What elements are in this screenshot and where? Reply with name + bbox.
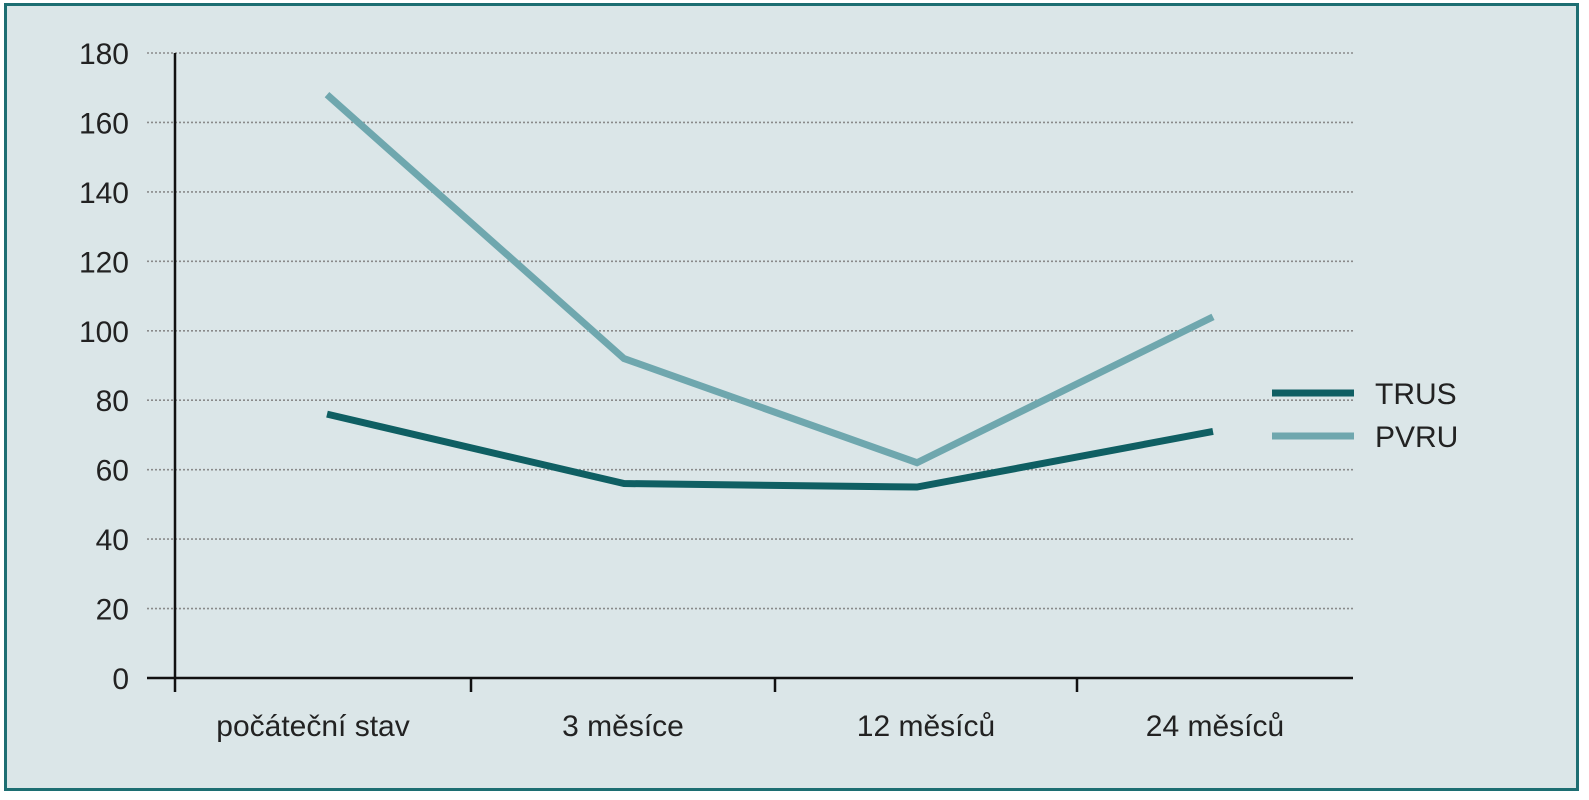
x-category-label: 24 měsíců	[1146, 710, 1284, 743]
line-chart: 0 20 40 60 80 100 120 140 160 180 počáteční stav 3…	[79, 38, 1458, 743]
x-category-label: 3 měsíce	[562, 710, 684, 743]
gridlines	[147, 52, 1353, 610]
y-tick-label: 60	[96, 455, 129, 488]
y-tick-label: 140	[79, 177, 129, 210]
y-tick-label: 40	[96, 524, 129, 557]
axes	[147, 53, 1353, 692]
series-line-pvru	[324, 92, 1215, 467]
y-tick-label: 80	[96, 385, 129, 418]
y-tick-label: 100	[79, 316, 129, 349]
y-tick-label: 180	[79, 38, 129, 71]
y-tick-label: 160	[79, 107, 129, 140]
legend-label-trus: TRUS	[1375, 378, 1457, 411]
y-tick-labels: 0 20 40 60 80 100 120 140 160 180	[79, 38, 129, 696]
x-category-labels: počáteční stav 3 měsíce 12 měsíců 24 měsíců	[216, 710, 1284, 743]
y-tick-label: 20	[96, 594, 129, 627]
series-line-trus	[326, 410, 1214, 491]
legend: TRUS PVRU	[1272, 378, 1458, 454]
x-tick-marks	[469, 678, 1079, 692]
x-category-label: 12 měsíců	[857, 710, 995, 743]
series-lines	[324, 92, 1215, 491]
y-tick-label: 120	[79, 246, 129, 279]
y-tick-label: 0	[112, 663, 129, 696]
legend-label-pvru: PVRU	[1375, 421, 1458, 454]
x-category-label: počáteční stav	[216, 710, 409, 743]
chart-frame: 0 20 40 60 80 100 120 140 160 180 počáteční stav 3…	[4, 3, 1579, 791]
